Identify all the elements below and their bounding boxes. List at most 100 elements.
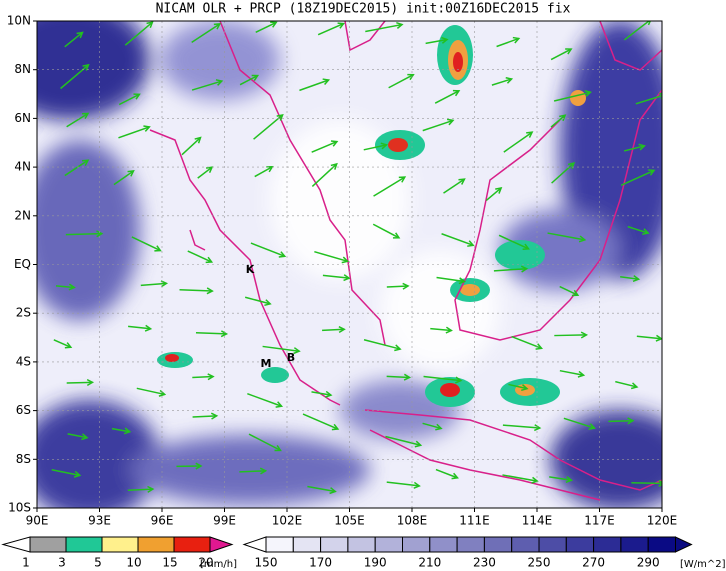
lon-label: 111E [459, 514, 490, 528]
wind-arrow [60, 64, 89, 90]
wind-arrow-head [259, 467, 268, 475]
lon-label: 114E [522, 514, 553, 528]
wind-arrow [136, 387, 165, 396]
wind-arrow-head [343, 274, 351, 282]
colorbar-box [29, 536, 67, 553]
wind-arrow-head [96, 230, 104, 238]
wind-arrow-head [535, 343, 543, 350]
wind-arrow-head [194, 136, 202, 144]
wind-arrow [386, 285, 409, 288]
wind-arrow [311, 391, 332, 396]
wind-arrow [307, 485, 336, 493]
wind-arrow [553, 91, 591, 102]
wind-arrow-head [144, 324, 153, 332]
wind-arrow-head [578, 235, 587, 243]
lat-label: 8N [14, 62, 31, 76]
lat-label: 2S [16, 306, 31, 320]
wind-arrow-head [403, 373, 412, 381]
wind-arrow-head [413, 481, 421, 489]
wind-arrow-head [264, 299, 272, 307]
wind-arrow [508, 383, 528, 390]
wind-arrow-head [274, 445, 282, 452]
wind-arrow [254, 166, 273, 178]
lat-label: 6S [16, 403, 31, 417]
lat-label: 2N [14, 208, 31, 222]
wind-arrow [239, 470, 266, 473]
wind-arrow-head [68, 283, 76, 291]
wind-arrow-head [330, 140, 339, 147]
wind-arrow-head [505, 77, 514, 84]
wind-arrow [302, 413, 339, 430]
wind-arrow [317, 22, 344, 36]
wind-arrow [239, 74, 258, 86]
wind-arrow-head [398, 176, 407, 183]
wind-arrow [623, 145, 645, 152]
wind-arrow [550, 114, 566, 128]
wind-arrow [436, 276, 465, 283]
wind-arrow-head [325, 390, 333, 398]
colorbar-label: 250 [528, 556, 551, 570]
colorbar-label: 5 [94, 556, 102, 570]
wind-arrow-head [146, 21, 154, 29]
lat-label: 10S [8, 501, 31, 515]
wind-arrow [365, 23, 403, 33]
wind-arrow-head [215, 79, 224, 86]
wind-arrow [423, 375, 461, 382]
wind-arrow-head [206, 287, 214, 295]
wind-arrow [253, 114, 284, 140]
wind-arrow-head [270, 21, 278, 28]
colorbar-box [65, 536, 103, 553]
wind-arrow [443, 178, 465, 194]
wind-arrow [192, 375, 214, 379]
lon-label: 120E [647, 514, 678, 528]
wind-arrow-head [147, 485, 155, 493]
wind-arrow-head [638, 143, 646, 151]
wind-arrow-head [642, 228, 650, 235]
colorbar-label: 150 [255, 556, 278, 570]
wind-arrow-head [392, 232, 401, 239]
wind-arrow-head [571, 289, 580, 297]
wind-arrow-head [82, 63, 90, 71]
wind-arrow-head [632, 275, 641, 283]
lon-label: 102E [272, 514, 303, 528]
lon-label: 99E [213, 514, 236, 528]
wind-arrow [244, 296, 271, 305]
colorbar-label: 20 [198, 556, 213, 570]
colorbar-box [137, 536, 175, 553]
wind-arrow-head [329, 487, 337, 495]
colorbar-unit: [W/m^2] [680, 559, 726, 570]
colorbar-box [511, 536, 540, 553]
coastlines [149, 21, 662, 501]
wind-arrow-head [341, 256, 350, 264]
wind-arrow [635, 94, 662, 105]
wind-arrow [311, 163, 338, 187]
wind-arrow-head [467, 240, 475, 247]
wind-arrow [425, 38, 448, 45]
wind-arrow [67, 433, 88, 439]
wind-arrow-head [648, 169, 656, 176]
wind-arrow-head [73, 470, 82, 478]
wind-arrow [299, 79, 329, 92]
wind-arrow-head [160, 280, 169, 288]
colorbar-label: 1 [22, 556, 30, 570]
wind-arrow-head [86, 378, 95, 387]
wind-arrow [620, 275, 639, 280]
place-label: M [261, 357, 272, 370]
wind-arrow-head [580, 331, 589, 339]
wind-arrow [197, 166, 213, 179]
wind-arrow-head [396, 22, 404, 29]
wind-arrow-head [64, 342, 73, 349]
wind-arrow-head [394, 344, 402, 352]
wind-arrow [65, 232, 102, 236]
wind-arrow [554, 334, 587, 337]
place-label: B [287, 351, 295, 364]
lon-label: 117E [584, 514, 615, 528]
wind-arrow-head [205, 256, 214, 264]
wind-vectors [51, 21, 662, 495]
wind-arrow [550, 48, 572, 61]
lon-label: 105E [334, 514, 365, 528]
wind-arrow [128, 325, 151, 330]
wind-arrow [64, 31, 83, 48]
wind-arrow [422, 422, 442, 430]
precip-cells [157, 25, 586, 407]
